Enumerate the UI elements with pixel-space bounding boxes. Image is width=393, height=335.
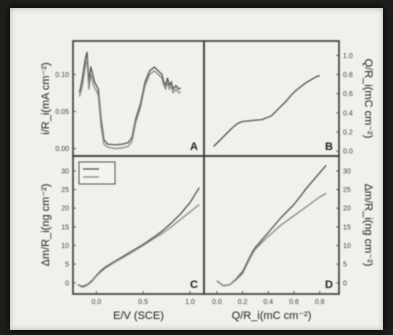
panel-c-ytick-label: 30 <box>61 168 69 175</box>
panel-d-letter: D <box>325 279 333 291</box>
panel-a-letter: A <box>190 141 198 153</box>
panel-a-ytick-label: 0.00 <box>55 146 69 153</box>
panel-a-ytick-label: 0.05 <box>55 109 69 116</box>
panel-c-ytick-label: 0 <box>65 280 69 287</box>
panel-c-ylabel: Δm/R_i(ng cm⁻²) <box>40 184 52 267</box>
panel-a-series-1-line <box>78 51 182 146</box>
panel-d-xtick-label: 0.6 <box>289 299 299 306</box>
panel-a-series-2-line <box>78 58 181 150</box>
panel-a-ytick-label: 0.10 <box>55 72 69 79</box>
panel-c-series-2-line <box>77 203 200 288</box>
panel-c-xtick-label: 0.0 <box>92 299 102 306</box>
panel-d-ytick-label: 5 <box>343 262 347 269</box>
panel-b-ytick-label: 0.2 <box>343 130 353 137</box>
panel-d-ytick-label: 0 <box>343 280 347 287</box>
panel-c-xlabel: E/V (SCE) <box>113 310 164 322</box>
panel-a-frame <box>72 40 205 157</box>
panel-d-ytick-label: 25 <box>343 187 351 194</box>
panel-d-xtick-label: 0.2 <box>238 299 248 306</box>
panel-b-letter: B <box>325 141 333 153</box>
panel-b-series-1-line <box>213 74 320 147</box>
panel-b-ytick-label: 0.4 <box>343 110 353 117</box>
panel-d-ytick-label: 30 <box>343 168 351 175</box>
panel-c-ytick-label: 5 <box>65 262 69 269</box>
panel-b-ytick-label: 0.8 <box>343 72 353 79</box>
panel-c-ytick-label: 10 <box>61 243 69 250</box>
panel-b-ylabel: Q/R_i(mC cm⁻²) <box>362 59 374 139</box>
panel-c-series-1-line <box>77 187 200 288</box>
panel-c-xtick-label: 1.0 <box>185 299 195 306</box>
panel-c-xtick-label: 0.5 <box>138 299 148 306</box>
panel-b-ytick-label: 1.0 <box>343 53 353 60</box>
panel-d-frame <box>203 155 340 295</box>
panel-d-series-2-line <box>216 192 327 287</box>
panel-d-ytick-label: 20 <box>343 206 351 213</box>
panel-b-frame <box>203 40 340 157</box>
figure-svg: 0.100.050.00 Ai/R_i(mA cm⁻²)1.00.80.60.40… <box>40 40 374 322</box>
panel-d-ylabel: Δm/R_i(ng cm⁻²) <box>362 184 374 267</box>
panel-c-ytick-label: 15 <box>61 224 69 231</box>
panel-b-ytick-label: 0.0 <box>343 149 353 156</box>
panel-c-ytick-label: 25 <box>61 187 69 194</box>
panel-d-ytick-label: 10 <box>343 243 351 250</box>
panel-c-legend-box <box>78 161 116 185</box>
panel-d-series-1-line <box>216 164 327 287</box>
panel-b-ytick-label: 0.6 <box>343 91 353 98</box>
panel-d-xtick-label: 0.0 <box>212 299 222 306</box>
panel-d-ytick-label: 15 <box>343 224 351 231</box>
panel-d-xtick-label: 0.4 <box>263 299 273 306</box>
panel-c-ytick-label: 20 <box>61 206 69 213</box>
panel-a-ylabel: i/R_i(mA cm⁻²) <box>40 62 52 134</box>
panel-d-xtick-label: 0.8 <box>315 299 325 306</box>
panel-c-letter: C <box>190 279 198 291</box>
panel-d-xlabel: Q/R_i(mC cm⁻²) <box>232 310 312 322</box>
